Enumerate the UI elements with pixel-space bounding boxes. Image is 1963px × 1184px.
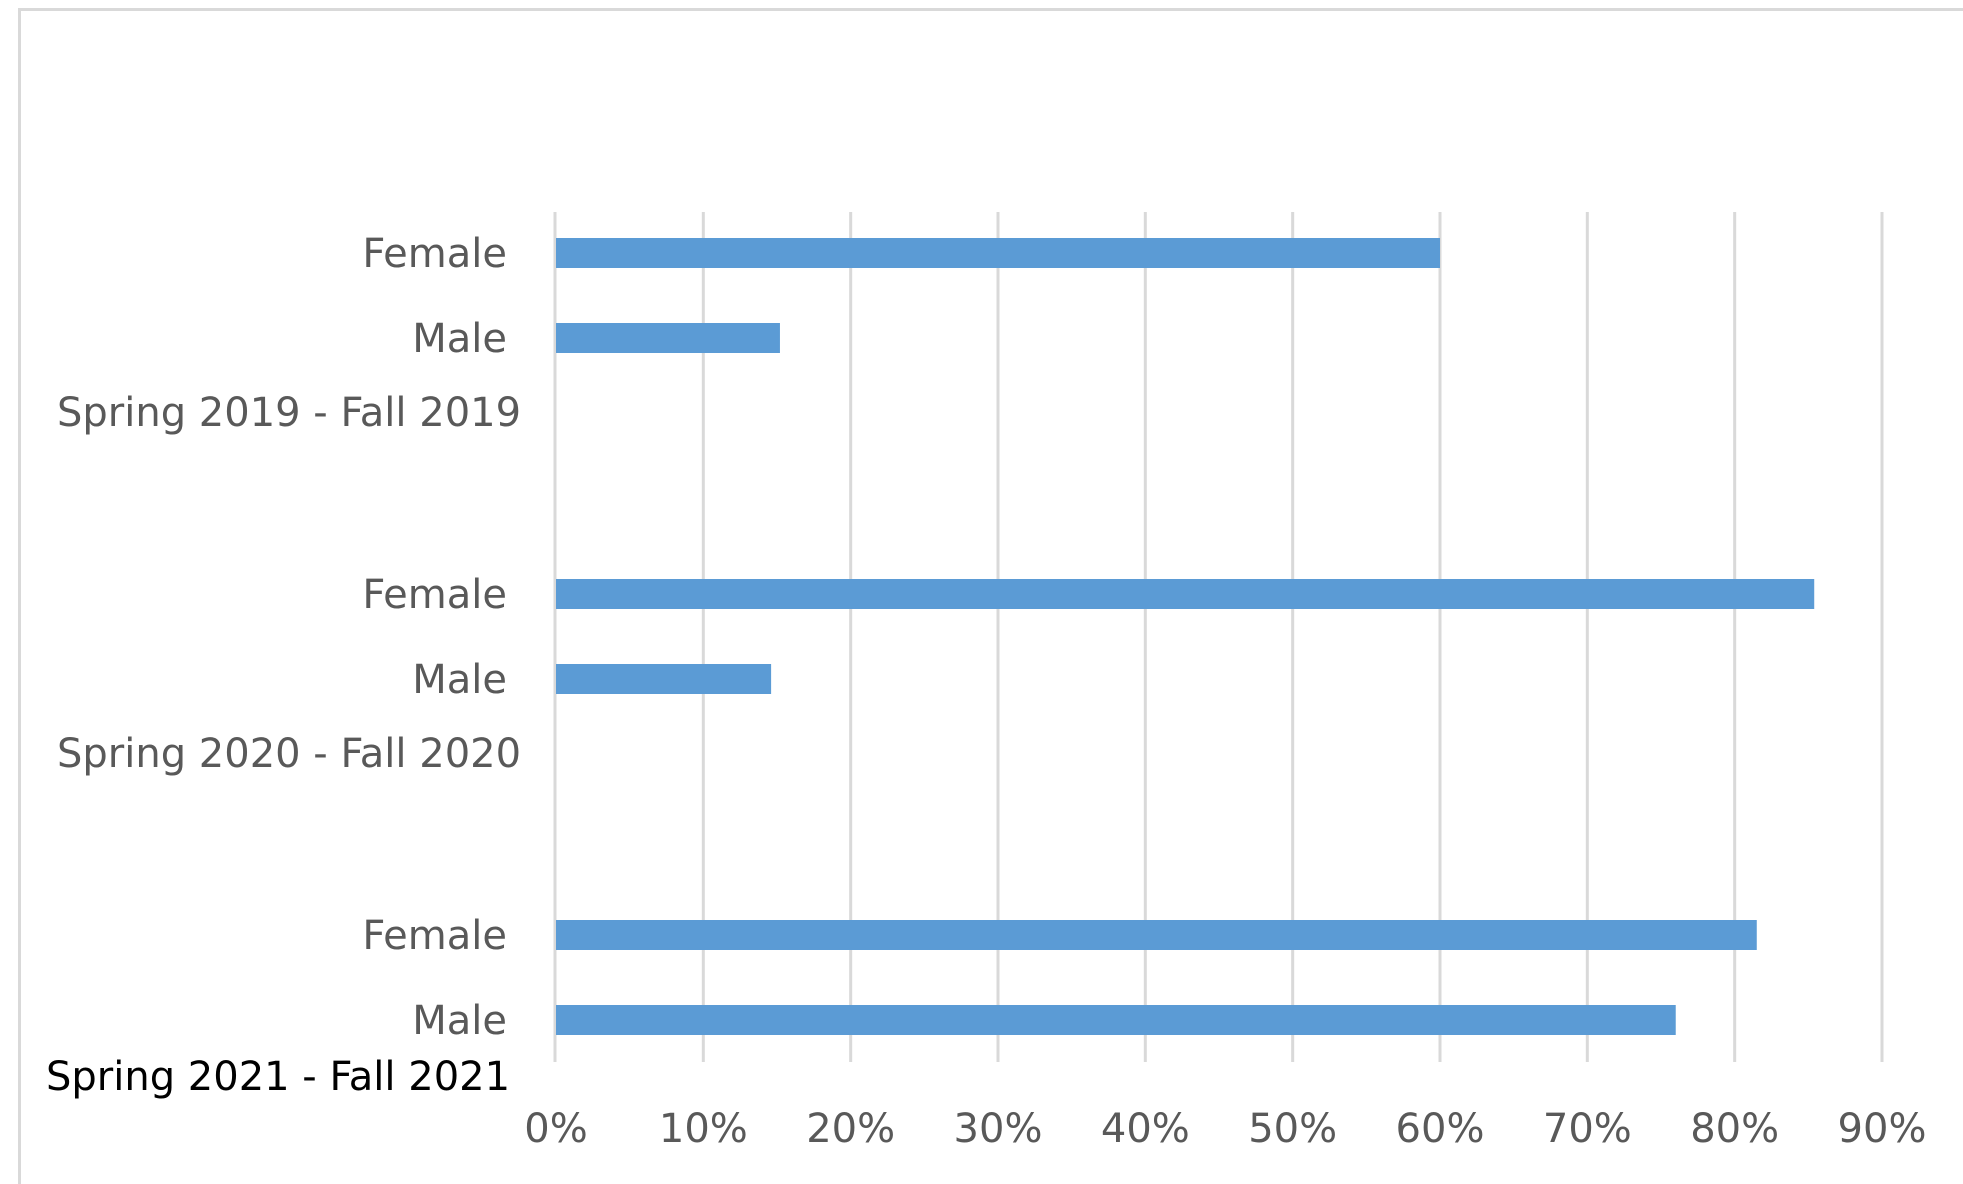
group-label: Spring 2020 - Fall 2020 bbox=[57, 731, 521, 777]
x-tick-label: 80% bbox=[1690, 1106, 1779, 1152]
x-tick-label: 40% bbox=[1101, 1106, 1190, 1152]
x-tick-label: 50% bbox=[1248, 1106, 1337, 1152]
x-tick-label: 10% bbox=[659, 1106, 748, 1152]
bar-male bbox=[556, 1005, 1676, 1035]
bar-female bbox=[556, 238, 1440, 268]
bar-male bbox=[556, 664, 772, 694]
x-tick-label: 30% bbox=[954, 1106, 1043, 1152]
category-label: Female bbox=[362, 913, 507, 959]
category-label: Female bbox=[362, 572, 507, 618]
bar-female bbox=[556, 920, 1757, 950]
category-label: Female bbox=[362, 231, 507, 277]
group-label: Spring 2019 - Fall 2019 bbox=[57, 390, 521, 436]
x-tick-label: 90% bbox=[1838, 1106, 1927, 1152]
x-tick-label: 60% bbox=[1396, 1106, 1485, 1152]
category-label: Male bbox=[412, 316, 507, 362]
bars bbox=[556, 238, 1815, 1035]
x-tick-label: 70% bbox=[1543, 1106, 1632, 1152]
bar-male bbox=[556, 323, 780, 353]
group-labels: Spring 2019 - Fall 2019 Spring 2020 - Fal… bbox=[46, 390, 521, 1100]
x-tick-label: 20% bbox=[806, 1106, 895, 1152]
category-labels: Female Male Female Male Female Male bbox=[362, 231, 507, 1044]
group-label: Spring 2021 - Fall 2021 bbox=[46, 1054, 510, 1100]
category-label: Male bbox=[412, 657, 507, 703]
category-label: Male bbox=[412, 998, 507, 1044]
bar-female bbox=[556, 579, 1815, 609]
x-tick-label: 0% bbox=[524, 1106, 587, 1152]
x-tick-labels: 0% 10% 20% 30% 40% 50% 60% 70% 80% 90% bbox=[524, 1106, 1926, 1152]
